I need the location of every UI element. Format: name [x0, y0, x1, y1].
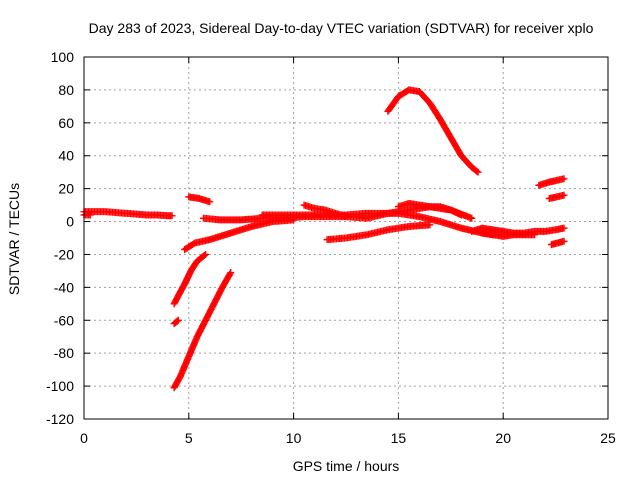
data-series: [323, 221, 434, 244]
y-tick-label: 100: [51, 49, 75, 65]
x-tick-label: 0: [80, 430, 88, 446]
y-tick-label: -80: [54, 345, 74, 361]
y-tick-label: -20: [54, 246, 74, 262]
x-tick-label: 25: [600, 430, 616, 446]
data-series: [170, 269, 235, 392]
y-tick-label: 20: [58, 181, 74, 197]
data-point: [560, 191, 568, 199]
data-point: [200, 251, 208, 259]
tick-labels: 0 5 10 15 20 25 -120 -100 -80 -60 -40 -20 0 20 40 60 80 1…: [46, 49, 616, 446]
data-point: [173, 317, 181, 325]
data-series: [185, 193, 214, 206]
data-points: [80, 86, 568, 392]
data-point: [168, 212, 176, 220]
data-point: [206, 198, 214, 206]
data-point: [226, 270, 234, 278]
y-tick-label: 60: [58, 115, 74, 131]
data-series: [80, 211, 94, 219]
chart-title: Day 283 of 2023, Sidereal Day-to-day VTE…: [89, 20, 594, 36]
data-point: [531, 231, 539, 239]
y-tick-label: 0: [66, 214, 74, 230]
data-point: [560, 237, 568, 245]
x-tick-label: 20: [495, 430, 511, 446]
data-series: [170, 316, 182, 328]
plot-border: [83, 56, 609, 420]
y-tick-label: -100: [46, 378, 74, 394]
data-series: [300, 201, 350, 221]
data-series: [547, 237, 568, 249]
y-tick-label: -120: [46, 411, 74, 427]
data-point: [474, 168, 482, 176]
data-point: [457, 211, 465, 219]
data-point: [86, 211, 94, 219]
data-point: [227, 269, 235, 277]
data-point: [174, 316, 182, 324]
data-point: [468, 214, 476, 222]
y-tick-label: 40: [58, 148, 74, 164]
data-point: [342, 213, 350, 221]
data-series: [545, 191, 568, 203]
data-series: [384, 86, 482, 176]
data-series: [170, 250, 210, 308]
x-tick-label: 15: [391, 430, 407, 446]
data-series: [535, 175, 568, 189]
data-point: [560, 224, 568, 232]
y-tick-label: -60: [54, 312, 74, 328]
data-point: [202, 250, 210, 258]
y-tick-label: 80: [58, 82, 74, 98]
data-point: [426, 221, 434, 229]
data-point: [473, 167, 481, 175]
data-point: [560, 175, 568, 183]
x-axis-title: GPS time / hours: [293, 458, 400, 474]
x-tick-label: 5: [185, 430, 193, 446]
x-tick-label: 10: [286, 430, 302, 446]
y-axis-title: SDTVAR / TECUs: [6, 183, 22, 295]
data-series: [478, 229, 539, 240]
data-series: [394, 199, 465, 219]
y-tick-label: -40: [54, 279, 74, 295]
grid-lines: [84, 57, 608, 419]
